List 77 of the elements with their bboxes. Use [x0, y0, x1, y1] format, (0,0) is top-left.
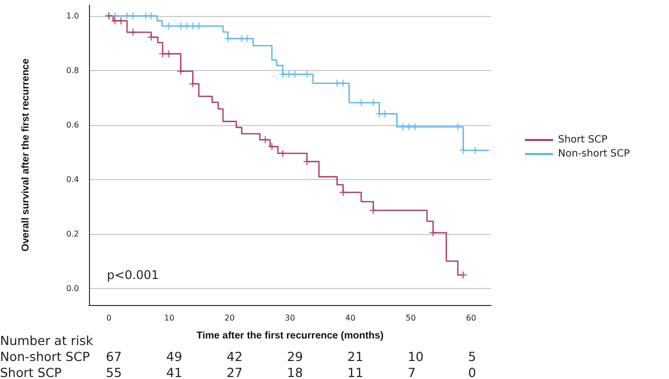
y-tick-label: 0.0 [66, 284, 79, 294]
text: 29 [287, 349, 303, 364]
point [369, 206, 378, 214]
x-tick-label: 0 [106, 314, 112, 322]
point [454, 122, 462, 132]
x-tick-label: 20 [224, 314, 235, 322]
text: 10 [408, 349, 424, 364]
text: 41 [166, 365, 182, 379]
y-tick-label: 1.0 [66, 11, 79, 20]
point [188, 22, 197, 30]
point [147, 33, 156, 42]
y-tick-label: 0.2 [66, 230, 79, 239]
point [261, 136, 270, 144]
point [471, 146, 480, 154]
text: 67 [106, 349, 122, 364]
text: Short SCP [0, 365, 62, 379]
annotation: p<0.001 [106, 268, 159, 282]
point [339, 79, 348, 88]
point [176, 67, 185, 76]
text: 21 [347, 349, 364, 364]
text: Non-short SCP [0, 349, 90, 364]
point [357, 98, 366, 107]
point [278, 70, 287, 78]
point [268, 142, 276, 151]
text: 27 [226, 365, 243, 379]
point [224, 34, 232, 43]
point [428, 228, 438, 237]
y-tick-label: 0.4 [66, 175, 79, 184]
point [284, 70, 293, 78]
text: 49 [166, 349, 182, 364]
point [375, 110, 384, 118]
point [339, 188, 348, 196]
point [116, 16, 126, 25]
x-tick-label: 50 [406, 314, 416, 322]
text: 55 [106, 365, 122, 379]
point [238, 34, 246, 43]
x-tick-label: 40 [345, 314, 356, 322]
legend-label: Non-short SCP [558, 148, 630, 160]
point [188, 80, 197, 88]
point [278, 149, 287, 158]
y-tick-label: 0.6 [66, 120, 79, 130]
point [147, 12, 156, 20]
point [182, 22, 191, 30]
text: Number at risk [0, 333, 94, 348]
point [302, 70, 311, 78]
x-tick-label: 10 [164, 314, 174, 322]
point [380, 110, 389, 118]
point [128, 28, 138, 36]
text: 0 [468, 365, 476, 379]
point [369, 98, 378, 107]
legend-label: Short SCP [558, 134, 608, 146]
text: 5 [468, 349, 476, 364]
point [128, 12, 138, 20]
y-tick-label: 0.8 [66, 66, 79, 75]
x-tick-label: 60 [466, 314, 476, 322]
point [243, 34, 252, 43]
x-tick-label: 30 [284, 314, 296, 322]
text: 11 [347, 365, 364, 379]
point [122, 12, 132, 20]
point [459, 270, 468, 280]
x-axis-title: Time after the first recurrence (months) [196, 330, 384, 342]
point [142, 12, 150, 20]
y-axis-title: Overall survival after the first recurrence [20, 58, 32, 252]
point [332, 79, 342, 88]
point [164, 50, 173, 58]
text: 18 [287, 365, 303, 379]
point [410, 122, 420, 132]
text: 42 [226, 349, 243, 364]
point [164, 22, 173, 30]
text: 7 [408, 365, 416, 379]
point [459, 146, 468, 154]
point [404, 122, 414, 132]
point [290, 70, 299, 78]
point [194, 22, 203, 30]
point [398, 122, 407, 132]
point [302, 157, 311, 166]
point [176, 22, 185, 30]
